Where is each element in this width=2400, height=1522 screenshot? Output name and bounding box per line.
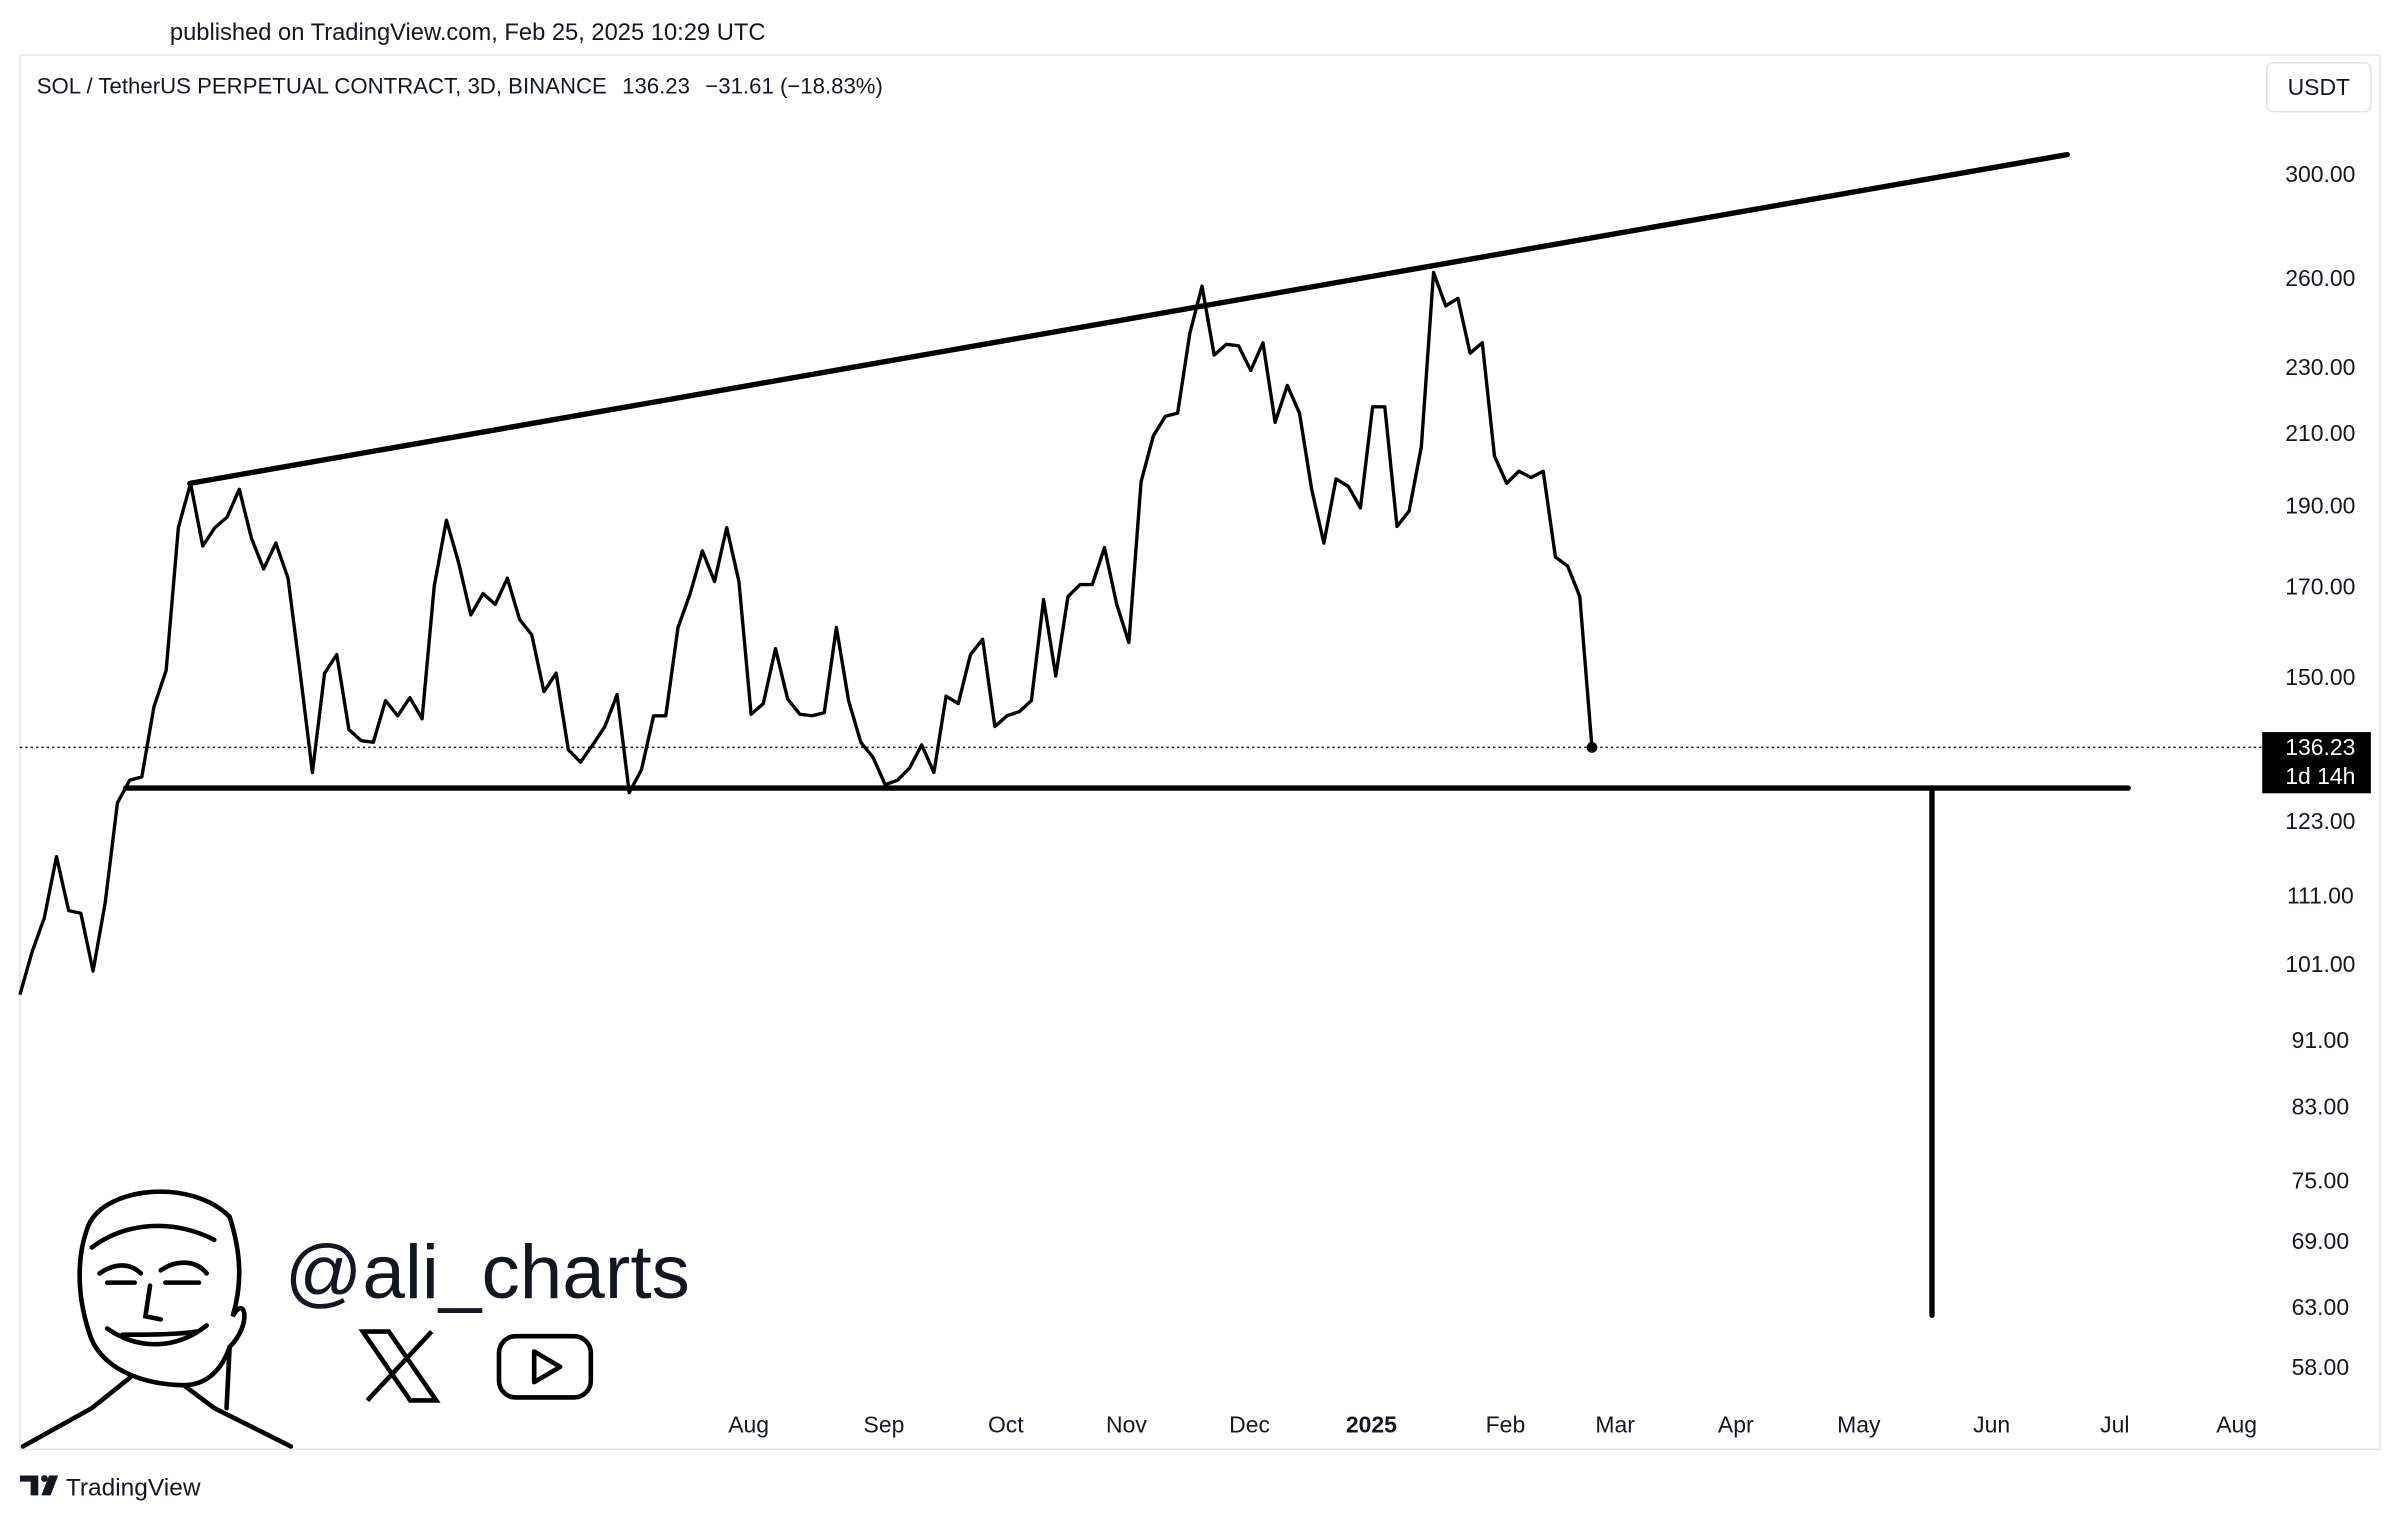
x-tick-label: Mar — [1595, 1412, 1635, 1438]
y-tick-label: 111.00 — [2287, 883, 2354, 909]
y-tick-label: 83.00 — [2292, 1094, 2349, 1120]
y-tick-label: 58.00 — [2292, 1354, 2349, 1380]
x-tick-label: 2025 — [1346, 1412, 1397, 1438]
trend-line — [187, 151, 2070, 487]
x-icon — [358, 1329, 441, 1403]
last-point — [1586, 742, 1598, 753]
symbol: SOL / TetherUS PERPETUAL CONTRACT, 3D, B… — [37, 73, 607, 98]
y-tick-label: 91.00 — [2292, 1027, 2349, 1053]
footer-brand: TradingView — [66, 1474, 201, 1501]
y-tick-label: 75.00 — [2292, 1167, 2349, 1193]
y-tick-label: 170.00 — [2285, 573, 2355, 599]
x-tick-label: Sep — [864, 1412, 905, 1438]
x-tick-label: Nov — [1106, 1412, 1147, 1438]
youtube-icon — [496, 1333, 594, 1400]
y-tick-label: 101.00 — [2285, 951, 2355, 977]
x-tick-label: Jul — [2100, 1412, 2129, 1438]
countdown-label: 1d 14h — [2285, 763, 2355, 789]
last-price: 136.23 — [622, 73, 690, 98]
symbol-title: SOL / TetherUS PERPETUAL CONTRACT, 3D, B… — [37, 73, 883, 98]
x-tick-label: Aug — [728, 1412, 769, 1438]
y-tick-label: 300.00 — [2285, 161, 2355, 187]
x-tick-label: Aug — [2216, 1412, 2257, 1438]
last-price-badge — [2262, 732, 2371, 794]
y-tick-label: 260.00 — [2285, 265, 2355, 291]
price-change: −31.61 (−18.83%) — [705, 73, 883, 98]
x-tick-label: Feb — [1486, 1412, 1526, 1438]
x-tick-label: Oct — [988, 1412, 1024, 1438]
watermark-handle: @ali_charts — [285, 1230, 690, 1315]
currency-label[interactable]: USDT — [2288, 74, 2350, 100]
x-tick-label: Dec — [1229, 1412, 1270, 1438]
y-tick-label: 230.00 — [2285, 354, 2355, 380]
y-tick-label: 123.00 — [2285, 808, 2355, 834]
y-tick-label: 63.00 — [2292, 1294, 2349, 1320]
pane-border — [19, 54, 2381, 1451]
price-line — [18, 270, 1594, 996]
currency-button[interactable] — [2266, 61, 2372, 113]
x-tick-label: Apr — [1718, 1412, 1754, 1438]
published-note: published on TradingView.com, Feb 25, 20… — [170, 20, 766, 46]
x-tick-label: May — [1837, 1412, 1881, 1438]
last-price-badge-value: 136.23 — [2285, 734, 2355, 760]
y-tick-label: 150.00 — [2285, 664, 2355, 690]
tradingview-logo — [19, 1475, 59, 1496]
x-tick-label: Jun — [1973, 1412, 2010, 1438]
y-tick-label: 69.00 — [2292, 1228, 2349, 1254]
avatar — [20, 1189, 294, 1449]
y-tick-label: 210.00 — [2285, 420, 2355, 446]
y-tick-label: 190.00 — [2285, 493, 2355, 519]
